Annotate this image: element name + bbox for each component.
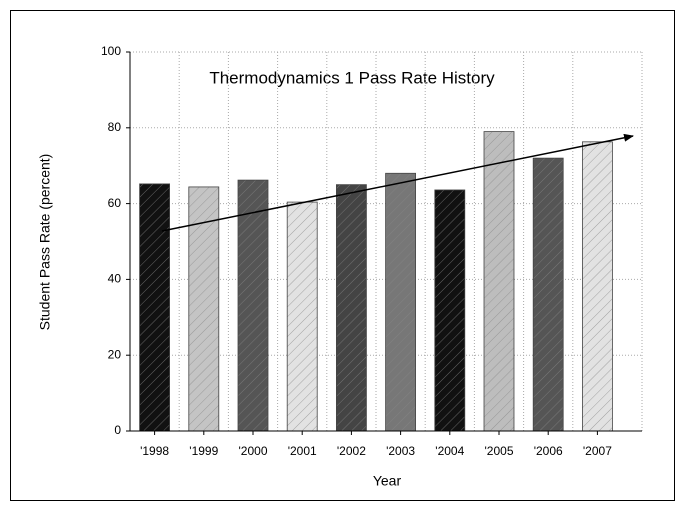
x-tick-label: '2004	[435, 444, 464, 458]
chart-title: Thermodynamics 1 Pass Rate History	[209, 68, 495, 87]
x-axis-label: Year	[373, 473, 402, 489]
y-tick-label: 80	[108, 120, 122, 134]
x-tick-label: '2002	[337, 444, 366, 458]
bar	[286, 201, 318, 432]
bar	[483, 131, 515, 432]
y-tick-label: 20	[108, 347, 122, 361]
x-tick-label: '2001	[288, 444, 317, 458]
bar	[385, 172, 417, 432]
bar	[582, 141, 613, 432]
bar	[139, 183, 171, 432]
x-tick-label: '2000	[239, 444, 268, 458]
y-axis-label: Student Pass Rate (percent)	[37, 154, 53, 331]
x-tick-label: '2003	[386, 444, 415, 458]
y-tick-label: 100	[101, 44, 121, 58]
x-tick-label: '2006	[534, 444, 563, 458]
outer-frame	[10, 10, 675, 501]
y-tick-label: 0	[114, 423, 121, 437]
bar	[434, 189, 466, 432]
x-tick-label: '2005	[485, 444, 514, 458]
bar	[335, 184, 367, 432]
x-tick-label: '1999	[189, 444, 218, 458]
bar	[188, 186, 220, 432]
x-tick-label: '2007	[583, 444, 612, 458]
y-tick-label: 40	[108, 272, 122, 286]
bar	[532, 157, 564, 432]
y-tick-label: 60	[108, 196, 122, 210]
x-tick-label: '1998	[140, 444, 169, 458]
trend-arrow	[161, 133, 634, 232]
bar	[237, 179, 269, 432]
